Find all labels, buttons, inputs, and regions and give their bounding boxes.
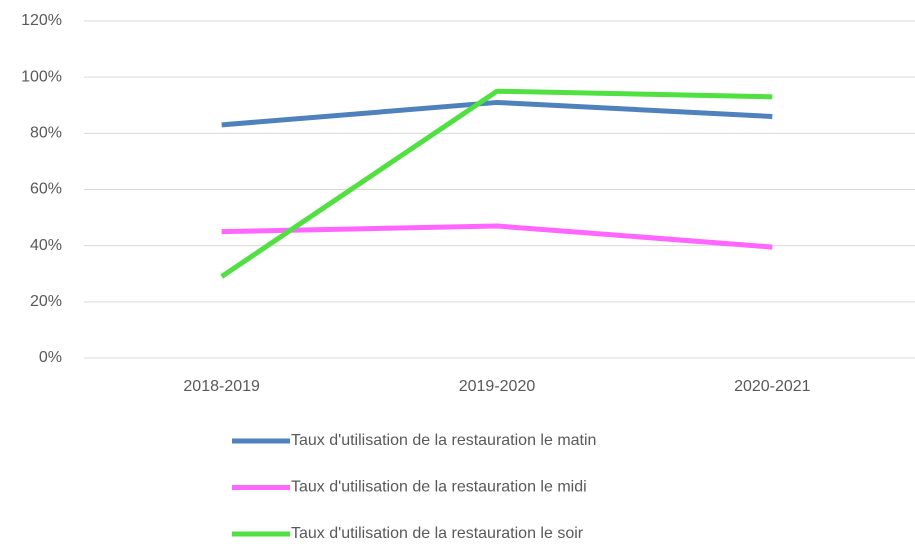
y-tick-label: 100% [21, 68, 62, 85]
series-line [221, 99, 773, 128]
x-tick-label: 2019-2020 [459, 378, 536, 395]
y-tick-label: 20% [30, 293, 62, 310]
series-line [220, 88, 773, 279]
legend-label: Taux d'utilisation de la restauration le… [291, 432, 596, 449]
y-tick-label: 80% [30, 125, 62, 142]
y-tick-label: 0% [39, 349, 62, 366]
x-tick-label: 2018-2019 [183, 378, 260, 395]
series-line [221, 223, 773, 250]
y-tick-label: 40% [30, 237, 62, 254]
legend-label: Taux d'utilisation de la restauration le… [291, 525, 584, 542]
x-tick-label: 2020-2021 [734, 378, 811, 395]
legend-label: Taux d'utilisation de la restauration le… [291, 479, 587, 496]
y-tick-label: 120% [21, 12, 62, 29]
y-tick-label: 60% [30, 181, 62, 198]
